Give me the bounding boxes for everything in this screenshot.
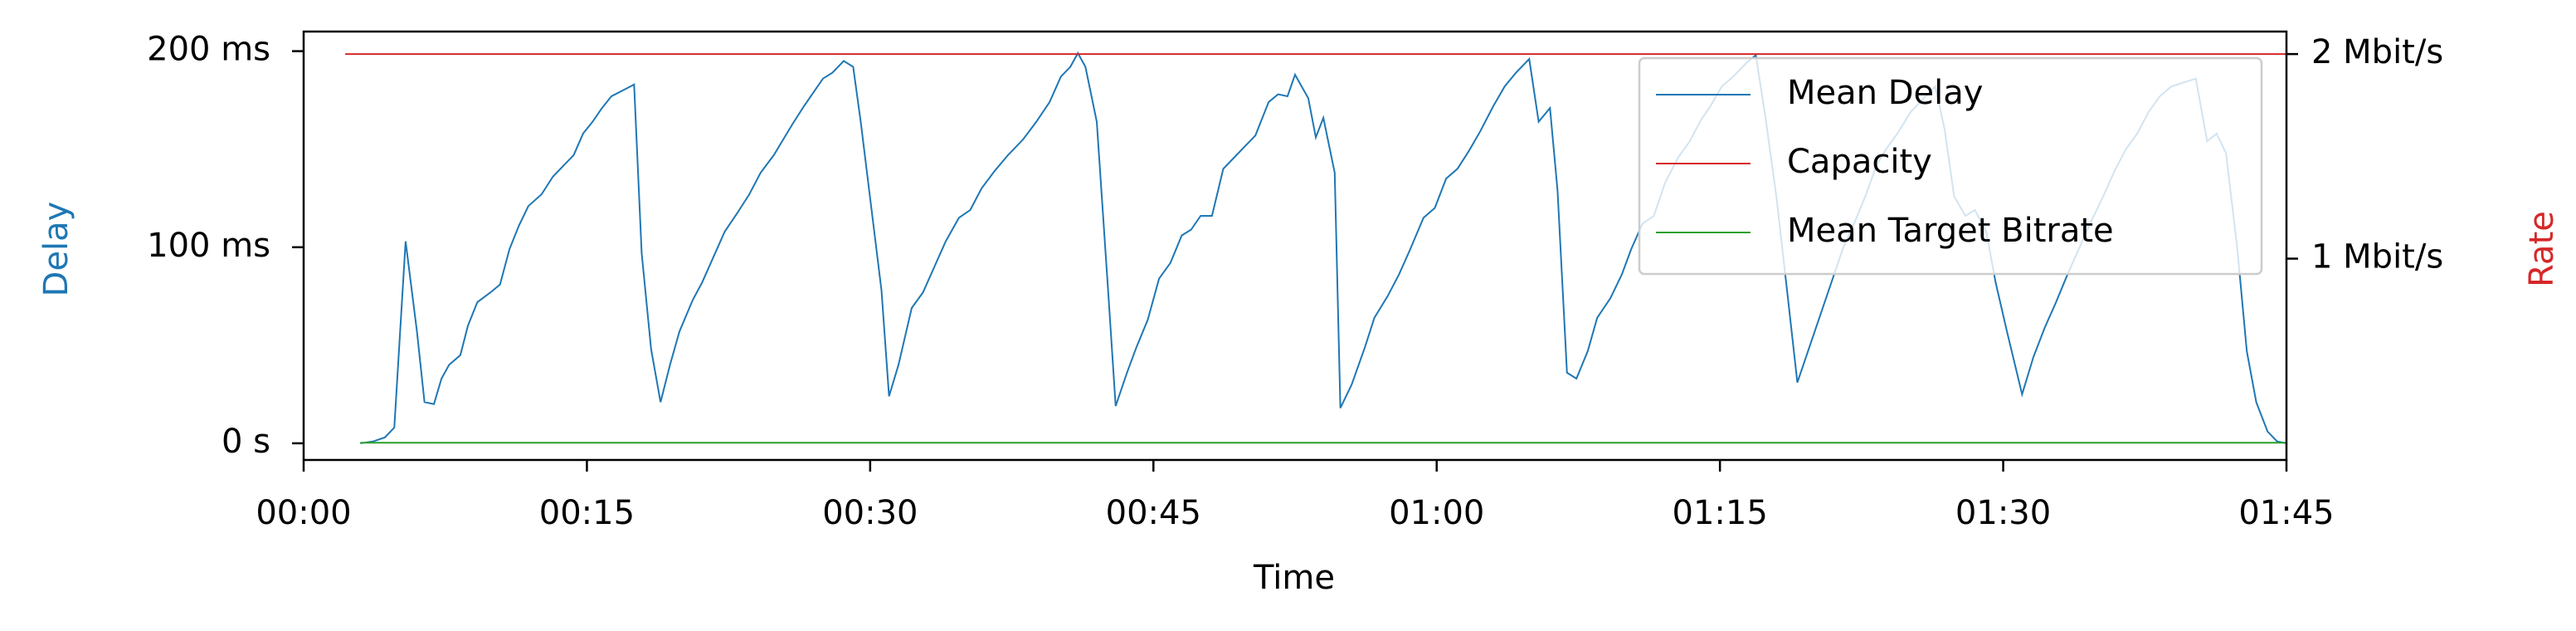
x-tick-label: 01:45	[2238, 494, 2334, 532]
plot-frame	[302, 30, 2288, 462]
y-tick-label: 0 s	[222, 423, 270, 461]
x-tick-label: 00:00	[256, 494, 351, 532]
legend-label: Mean Delay	[1787, 74, 1983, 112]
y-tick-label: 100 ms	[147, 227, 270, 265]
y2-tick-label: 1 Mbit/s	[2311, 238, 2443, 276]
y-axis-label: Delay	[37, 202, 75, 297]
x-tick-label: 01:30	[1955, 494, 2051, 532]
legend-label: Capacity	[1787, 143, 1932, 181]
x-tick-label: 01:00	[1389, 494, 1484, 532]
y2-axis-label: Rate	[2523, 211, 2561, 287]
y-tick-label: 200 ms	[147, 31, 270, 69]
x-tick-label: 00:30	[822, 494, 918, 532]
x-tick-label: 00:15	[539, 494, 635, 532]
legend-box	[1638, 56, 2263, 276]
legend-label: Mean Target Bitrate	[1787, 212, 2114, 250]
y2-tick-label: 2 Mbit/s	[2311, 33, 2443, 71]
x-axis-label: Time	[1253, 559, 1335, 597]
x-tick-label: 01:15	[1673, 494, 1768, 532]
x-tick-label: 00:45	[1106, 494, 1201, 532]
legend: Mean Delay Capacity Mean Target Bitrate	[1638, 56, 2263, 276]
